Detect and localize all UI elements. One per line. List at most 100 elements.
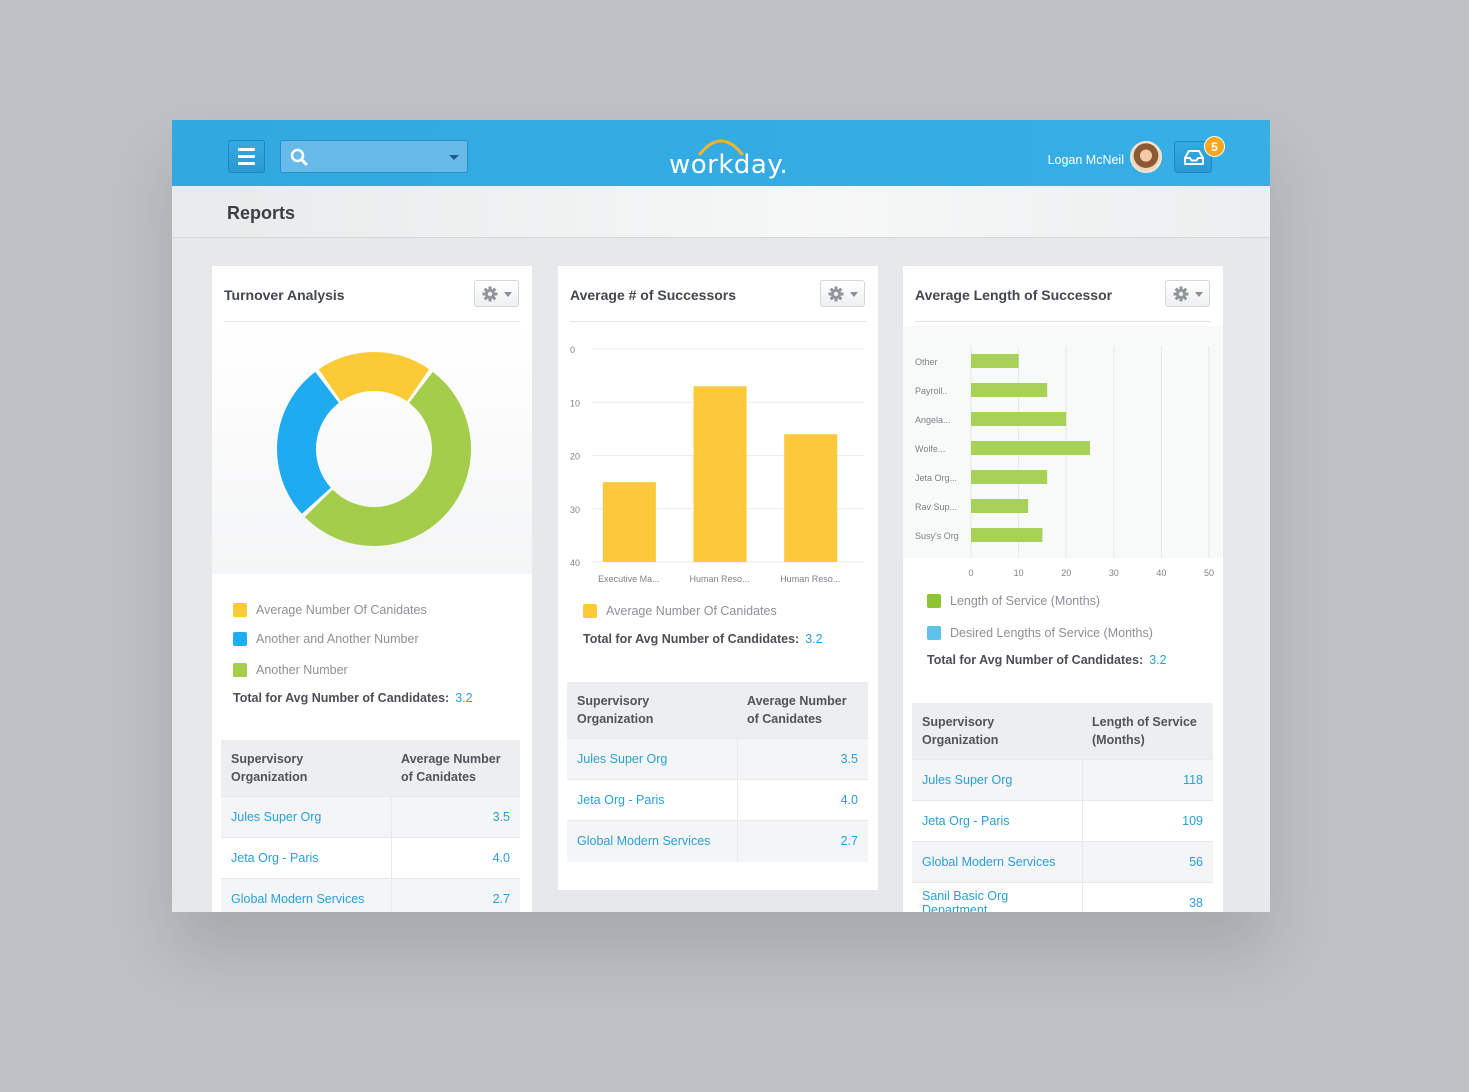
value-cell[interactable]: 3.5	[736, 738, 868, 780]
search-box[interactable]	[280, 140, 468, 173]
column-header[interactable]: Supervisory Organization	[912, 703, 1082, 760]
y-tick-label: Other	[915, 357, 938, 367]
y-tick-label: Rav Sup...	[915, 502, 957, 512]
card-settings-button[interactable]	[820, 280, 865, 307]
column-header[interactable]: Average Number of Canidates	[391, 740, 520, 797]
gear-icon	[828, 286, 844, 302]
org-link[interactable]: Jules Super Org	[912, 759, 1082, 801]
bar[interactable]	[784, 434, 838, 562]
legend-item: Another and Another Number	[233, 632, 419, 646]
table-header-row: Supervisory Organization Length of Servi…	[912, 703, 1213, 760]
column-header[interactable]: Supervisory Organization	[221, 740, 391, 797]
table-row: Jeta Org - Paris 4.0	[567, 779, 868, 821]
value-cell[interactable]: 109	[1081, 800, 1213, 842]
bar[interactable]	[971, 383, 1048, 397]
y-tick-label: Wolfe...	[915, 444, 945, 454]
bar[interactable]	[971, 528, 1043, 542]
org-link[interactable]: Global Modern Services	[567, 820, 737, 862]
user-name[interactable]: Logan McNeil	[1047, 153, 1124, 167]
org-link[interactable]: Jeta Org - Paris	[567, 779, 737, 821]
value-cell[interactable]: 38	[1081, 882, 1213, 912]
y-tick-label: 30	[570, 505, 580, 515]
total-label: Total for Avg Number of Candidates:	[583, 632, 800, 646]
total-line: Total for Avg Number of Candidates: 3.2	[927, 653, 1167, 667]
logo-arc-icon	[698, 139, 744, 156]
legend-label: Average Number Of Canidates	[606, 604, 777, 618]
y-tick-label: 10	[570, 398, 580, 408]
org-link[interactable]: Jeta Org - Paris	[221, 837, 391, 879]
chart-area	[212, 322, 532, 574]
menu-icon-line	[238, 155, 255, 158]
bar[interactable]	[693, 386, 747, 562]
total-label: Total for Avg Number of Candidates:	[233, 691, 450, 705]
org-link[interactable]: Jeta Org - Paris	[912, 800, 1082, 842]
legend-item: Average Number Of Canidates	[583, 604, 777, 618]
x-tick-label: 10	[1014, 568, 1024, 576]
bar[interactable]	[971, 499, 1029, 513]
table-header-row: Supervisory Organization Average Number …	[221, 740, 520, 797]
total-value[interactable]: 3.2	[1149, 653, 1167, 667]
column-header[interactable]: Average Number of Canidates	[737, 682, 868, 739]
total-line: Total for Avg Number of Candidates: 3.2	[583, 632, 823, 646]
table-row: Sanil Basic Org Department 38	[912, 882, 1213, 912]
legend-swatch	[583, 604, 597, 618]
legend-swatch	[233, 632, 247, 646]
value-cell[interactable]: 4.0	[390, 837, 520, 879]
org-link[interactable]: Sanil Basic Org Department	[912, 882, 1082, 912]
search-input[interactable]	[313, 141, 443, 172]
legend-item: Another Number	[233, 663, 348, 677]
bar[interactable]	[971, 441, 1090, 455]
org-link[interactable]: Global Modern Services	[912, 841, 1082, 883]
legend-swatch	[233, 663, 247, 677]
org-link[interactable]: Jules Super Org	[221, 796, 391, 838]
table-row: Jeta Org - Paris 109	[912, 800, 1213, 842]
donut-slice[interactable]	[318, 352, 430, 402]
table-row: Jules Super Org 118	[912, 759, 1213, 801]
column-header[interactable]: Length of Service (Months)	[1082, 703, 1213, 760]
donut-slice[interactable]	[304, 371, 472, 547]
card-title: Average Length of Successor	[915, 287, 1113, 303]
data-table: Supervisory Organization Length of Servi…	[912, 703, 1213, 912]
divider	[915, 321, 1211, 322]
avatar[interactable]	[1130, 141, 1162, 173]
data-table: Supervisory Organization Average Number …	[221, 740, 520, 912]
legend-label: Another Number	[256, 663, 348, 677]
total-value[interactable]: 3.2	[455, 691, 473, 705]
card-settings-button[interactable]	[474, 280, 519, 307]
value-cell[interactable]: 3.5	[390, 796, 520, 838]
vertical-bar-chart: 0 10 20 30 40 Executive Ma... Human Reso... Hum…	[570, 345, 864, 584]
value-cell[interactable]: 2.7	[390, 878, 520, 912]
org-link[interactable]: Global Modern Services	[221, 878, 391, 912]
org-link[interactable]: Jules Super Org	[567, 738, 737, 780]
workday-logo[interactable]: workday.	[669, 132, 788, 180]
value-cell[interactable]: 56	[1081, 841, 1213, 883]
divider	[224, 321, 520, 322]
legend-item: Desired Lengths of Service (Months)	[927, 626, 1153, 640]
hamburger-menu-button[interactable]	[228, 140, 265, 173]
value-cell[interactable]: 118	[1081, 759, 1213, 801]
top-bar: workday. Logan McNeil 5	[172, 120, 1270, 186]
total-value[interactable]: 3.2	[805, 632, 823, 646]
legend-item: Length of Service (Months)	[927, 594, 1100, 608]
x-tick-label: 0	[968, 568, 973, 576]
table-row: Jules Super Org 3.5	[567, 738, 868, 780]
donut-slice[interactable]	[277, 371, 339, 514]
x-tick-label: Executive Ma...	[598, 574, 660, 584]
value-cell[interactable]: 2.7	[736, 820, 868, 862]
legend-item: Average Number Of Canidates	[233, 603, 427, 617]
card-settings-button[interactable]	[1165, 280, 1210, 307]
search-icon	[290, 148, 308, 166]
column-header[interactable]: Supervisory Organization	[567, 682, 737, 739]
x-tick-label: 40	[1156, 568, 1166, 576]
search-dropdown-chevron-icon[interactable]	[449, 155, 459, 160]
bar[interactable]	[971, 354, 1019, 368]
app-window: workday. Logan McNeil 5 Reports Turnover…	[172, 120, 1270, 912]
legend-label: Desired Lengths of Service (Months)	[950, 626, 1153, 640]
card-title: Turnover Analysis	[224, 287, 345, 303]
bar[interactable]	[602, 482, 656, 562]
bar[interactable]	[971, 470, 1048, 484]
bar[interactable]	[971, 412, 1067, 426]
average-successors-card: Average # of Successors 0 10 20 30 40 Executi…	[558, 266, 878, 890]
table-row: Global Modern Services 2.7	[567, 820, 868, 862]
value-cell[interactable]: 4.0	[736, 779, 868, 821]
